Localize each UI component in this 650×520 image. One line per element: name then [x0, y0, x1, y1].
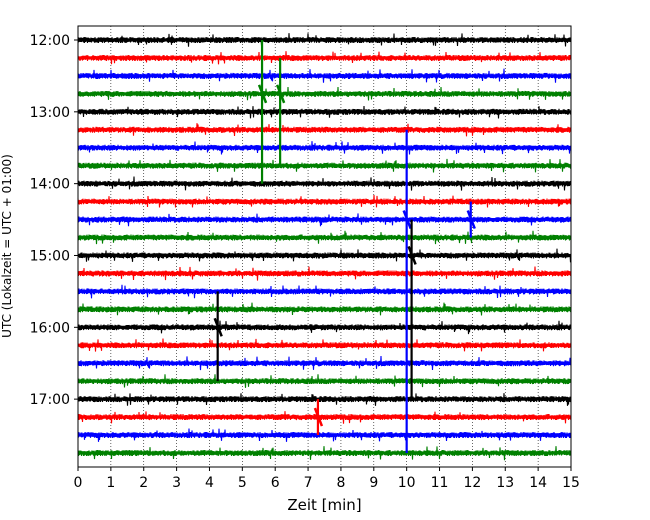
x-tick-label: 14 — [529, 475, 547, 491]
seismic-trace — [77, 105, 572, 119]
event-burst — [407, 246, 417, 265]
x-tick-label: 4 — [205, 475, 214, 491]
x-tick-label: 6 — [271, 475, 280, 491]
x-axis-ticks: 0 1 2 3 4 5 6 7 8 9 10 11 12 13 14 15 — [74, 467, 580, 491]
seismic-trace — [77, 213, 572, 227]
event-burst — [402, 210, 412, 230]
seismic-trace — [77, 266, 572, 281]
x-tick-label: 9 — [369, 475, 378, 491]
x-tick-label: 1 — [106, 475, 115, 491]
seismic-trace — [77, 374, 572, 388]
seismic-trace — [77, 284, 572, 299]
trace-series — [77, 33, 572, 461]
seismic-trace — [77, 194, 572, 208]
y-tick-label: 15:00 — [30, 248, 70, 264]
seismic-trace — [77, 176, 572, 191]
x-axis-label: Zeit [min] — [287, 496, 361, 514]
x-tick-label: 15 — [562, 475, 580, 491]
seismic-trace — [77, 33, 572, 47]
y-axis-label: UTC (Lokalzeit = UTC + 01:00) — [0, 154, 14, 338]
event-spikes — [213, 40, 476, 453]
x-tick-label: 2 — [139, 475, 148, 491]
x-tick-label: 10 — [398, 475, 416, 491]
seismic-trace — [77, 411, 572, 424]
y-tick-label: 16:00 — [30, 320, 70, 336]
seismic-trace — [77, 51, 572, 65]
plot-frame — [77, 25, 572, 468]
y-tick-label: 13:00 — [30, 105, 70, 121]
event-burst — [257, 84, 268, 104]
x-tick-label: 13 — [496, 475, 514, 491]
seismic-trace — [77, 158, 572, 173]
y-tick-label: 14:00 — [30, 177, 70, 193]
x-tick-label: 8 — [336, 475, 345, 491]
seismic-trace — [77, 86, 572, 101]
y-axis-ticks: 12:00 13:00 14:00 15:00 16:00 17:00 — [30, 33, 78, 408]
event-burst — [466, 210, 476, 230]
seismic-trace — [77, 428, 572, 442]
seismic-trace — [77, 230, 572, 245]
seismic-trace — [77, 68, 572, 83]
seismic-trace — [77, 320, 572, 335]
seismic-trace — [77, 446, 572, 461]
seismic-trace — [77, 302, 572, 316]
event-burst — [275, 84, 286, 104]
y-tick-label: 12:00 — [30, 33, 70, 49]
seismic-trace — [77, 141, 572, 155]
event-burst — [213, 317, 223, 337]
y-tick-label: 17:00 — [30, 392, 70, 408]
x-tick-label: 3 — [172, 475, 181, 491]
event-burst — [313, 407, 324, 427]
seismic-trace — [77, 248, 572, 263]
x-tick-label: 5 — [238, 475, 247, 491]
seismic-trace — [77, 393, 572, 406]
x-tick-label: 12 — [463, 475, 481, 491]
seismic-trace — [77, 338, 572, 352]
x-tick-label: 7 — [304, 475, 313, 491]
x-tick-label: 11 — [431, 475, 449, 491]
x-tick-label: 0 — [74, 475, 83, 491]
seismic-trace — [77, 355, 572, 371]
seismic-trace — [77, 123, 572, 137]
